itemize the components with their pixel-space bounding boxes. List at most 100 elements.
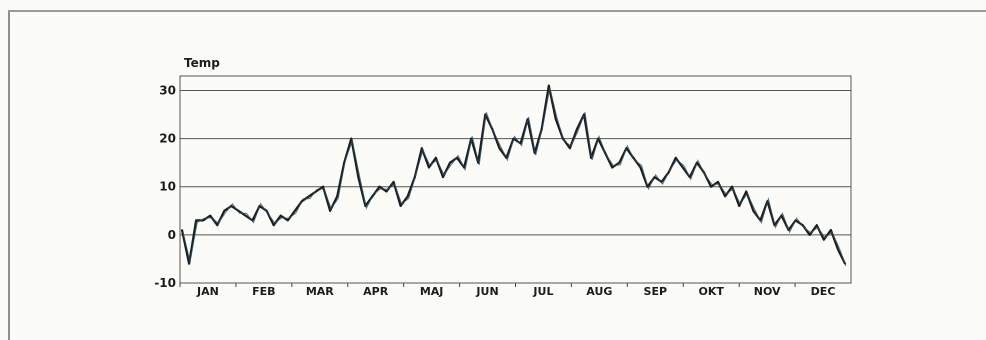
data-point — [667, 171, 670, 174]
data-point — [738, 205, 741, 207]
x-tick-label: DEC — [811, 285, 836, 298]
data-point — [688, 176, 691, 179]
data-point — [604, 152, 607, 154]
data-point — [470, 137, 473, 140]
data-point — [801, 224, 804, 227]
y-tick-label: 0 — [168, 228, 176, 242]
data-point — [611, 166, 614, 169]
data-point — [590, 156, 592, 159]
data-point — [569, 147, 571, 150]
x-tick-label: JUN — [475, 285, 498, 298]
data-point — [745, 190, 748, 193]
data-point — [244, 214, 247, 217]
data-point — [717, 181, 719, 183]
data-point — [329, 209, 331, 212]
data-point — [597, 137, 599, 140]
data-point — [780, 214, 783, 217]
data-point — [505, 156, 508, 159]
x-tick-label: NOV — [754, 285, 781, 298]
x-axis-months: JAN FEB MAR APR MAJ JUN JUL AUG SEP OKT NOV DEC — [179, 283, 836, 298]
data-point — [357, 176, 360, 179]
data-point — [710, 185, 712, 188]
x-tick-label: SEP — [644, 285, 668, 298]
data-point — [308, 195, 310, 198]
data-point — [237, 209, 240, 212]
y-tick-label: 20 — [159, 132, 176, 146]
data-point — [251, 219, 254, 222]
data-point — [794, 219, 797, 222]
data-point — [258, 205, 261, 207]
data-point — [442, 176, 444, 179]
x-tick-label: MAR — [306, 285, 334, 298]
data-point — [223, 209, 226, 212]
data-point — [837, 248, 839, 251]
y-tick-label: 10 — [159, 180, 176, 194]
data-point — [830, 229, 832, 231]
data-point — [646, 185, 649, 188]
data-point — [484, 113, 487, 116]
data-point — [632, 156, 635, 159]
data-point — [540, 128, 543, 130]
data-point — [639, 166, 642, 169]
data-point — [350, 137, 353, 140]
data-point — [724, 195, 726, 198]
data-point — [660, 181, 663, 183]
data-point — [216, 224, 219, 227]
data-point — [625, 147, 628, 150]
data-point — [195, 219, 198, 222]
data-point — [265, 209, 268, 212]
data-point — [703, 171, 705, 174]
y-tick-label: 30 — [159, 83, 176, 97]
x-tick-label: APR — [363, 285, 389, 298]
x-tick-label: JUL — [532, 285, 553, 298]
y-axis-ticks: 30 20 10 0 -10 — [154, 83, 176, 290]
data-point — [286, 219, 289, 222]
data-point — [808, 234, 811, 236]
data-point — [315, 190, 317, 193]
data-point — [428, 166, 430, 169]
data-point — [787, 229, 790, 231]
data-point — [399, 205, 402, 207]
data-point — [815, 224, 818, 227]
data-point — [519, 142, 522, 145]
data-point — [498, 147, 501, 150]
data-point — [336, 195, 339, 198]
data-point — [364, 205, 367, 207]
data-point — [822, 238, 825, 241]
data-point — [554, 118, 557, 121]
x-tick-label: JAN — [196, 285, 219, 298]
data-point — [378, 185, 381, 188]
data-point — [731, 185, 733, 188]
data-point — [759, 219, 762, 222]
data-point — [456, 156, 458, 159]
data-point — [371, 195, 374, 198]
data-point — [449, 161, 451, 164]
data-point — [752, 209, 755, 212]
data-point — [392, 181, 395, 183]
data-point — [562, 137, 564, 140]
data-point — [844, 262, 846, 265]
data-point — [547, 84, 550, 87]
data-point — [696, 161, 698, 164]
series-line — [180, 84, 846, 265]
data-point — [653, 176, 656, 179]
data-point — [272, 224, 275, 227]
data-point — [463, 166, 465, 169]
y-axis-title: Temp — [184, 56, 220, 70]
data-point — [766, 200, 769, 203]
data-point — [674, 156, 677, 159]
series-temperature — [180, 84, 847, 267]
series-line-shadow — [182, 87, 847, 267]
data-point — [526, 118, 529, 121]
data-point — [576, 128, 578, 130]
data-point — [618, 161, 621, 164]
data-point — [435, 156, 437, 159]
data-point — [773, 224, 776, 227]
data-point — [230, 205, 233, 207]
plot-area — [179, 75, 852, 284]
data-point — [385, 190, 388, 193]
y-tick-label: -10 — [154, 276, 176, 290]
data-point — [413, 176, 416, 179]
data-point — [420, 147, 423, 150]
